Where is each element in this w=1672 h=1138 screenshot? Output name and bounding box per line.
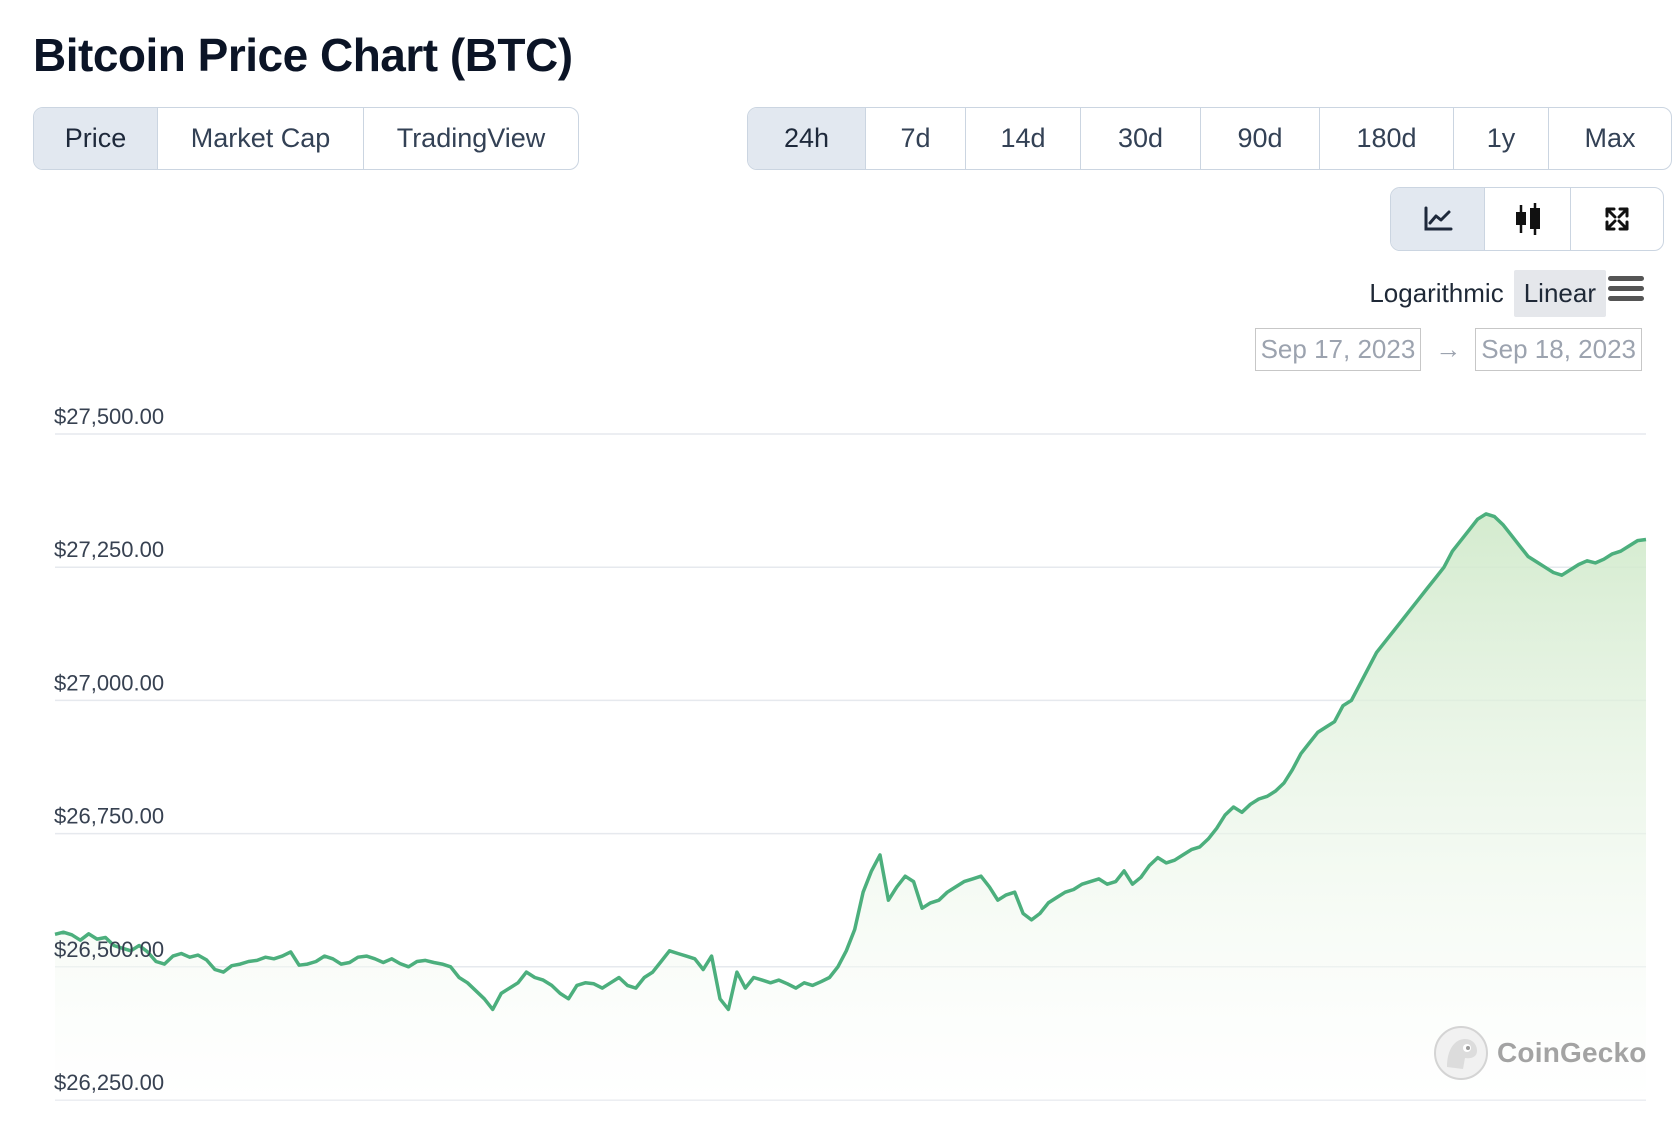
date-range: Sep 17, 2023 → Sep 18, 2023 xyxy=(1254,328,1642,371)
arrow-right-icon: → xyxy=(1435,334,1462,364)
line-chart-icon xyxy=(1424,206,1452,231)
y-tick-label: $26,750.00 xyxy=(54,804,164,829)
candlestick-icon xyxy=(1515,203,1540,235)
coingecko-watermark: CoinGecko xyxy=(1433,1025,1647,1081)
range-7d[interactable]: 7d xyxy=(866,108,966,169)
time-range-tabs: 24h 7d 14d 30d 90d 180d 1y Max xyxy=(747,107,1672,170)
y-tick-label: $27,250.00 xyxy=(54,537,164,562)
range-max[interactable]: Max xyxy=(1584,123,1636,153)
range-14d[interactable]: 14d xyxy=(966,108,1081,169)
range-180d[interactable]: 180d xyxy=(1320,108,1454,169)
y-tick-label: $27,000.00 xyxy=(54,670,164,695)
chart-type-tabs xyxy=(1390,187,1664,251)
fullscreen-icon xyxy=(1605,207,1629,231)
tab-tradingview[interactable]: TradingView xyxy=(396,123,546,153)
tab-price[interactable]: Price xyxy=(34,108,158,169)
price-line xyxy=(54,512,1647,1012)
tab-market-cap[interactable]: Market Cap xyxy=(158,108,364,169)
fullscreen-button[interactable] xyxy=(1571,188,1663,250)
range-1y[interactable]: 1y xyxy=(1454,108,1549,169)
range-90d[interactable]: 90d xyxy=(1201,108,1320,169)
y-tick-label: $26,250.00 xyxy=(54,1070,164,1095)
watermark-text: CoinGecko xyxy=(1497,1037,1647,1068)
scale-linear[interactable]: Linear xyxy=(1513,270,1606,317)
date-from-input[interactable]: Sep 17, 2023 xyxy=(1254,328,1422,371)
candlestick-button[interactable] xyxy=(1485,188,1571,250)
range-30d[interactable]: 30d xyxy=(1081,108,1201,169)
y-axis: $27,500.00 $27,250.00 $27,000.00 $26,750.00… xyxy=(54,404,164,1095)
price-area-fill xyxy=(55,513,1646,1100)
gecko-logo-icon xyxy=(1434,1026,1488,1080)
chart-menu-icon[interactable] xyxy=(1608,276,1644,306)
date-to-input[interactable]: Sep 18, 2023 xyxy=(1475,328,1642,371)
y-tick-label: $26,500.00 xyxy=(54,937,164,962)
scale-logarithmic[interactable]: Logarithmic xyxy=(1369,278,1504,308)
view-tabs: Price Market Cap TradingView xyxy=(33,107,579,170)
range-24h[interactable]: 24h xyxy=(748,108,866,169)
line-chart-button[interactable] xyxy=(1391,188,1485,250)
y-tick-label: $27,500.00 xyxy=(54,404,164,429)
page-title: Bitcoin Price Chart (BTC) xyxy=(33,29,573,81)
scale-toggle: Logarithmic Linear xyxy=(1359,270,1606,317)
